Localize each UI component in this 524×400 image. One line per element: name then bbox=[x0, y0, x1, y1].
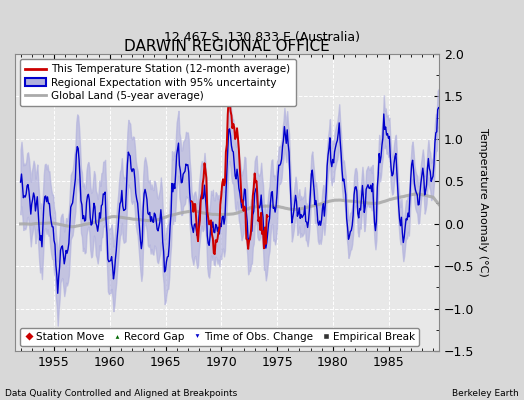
Text: 12.467 S, 130.833 E (Australia): 12.467 S, 130.833 E (Australia) bbox=[164, 31, 360, 44]
Text: Berkeley Earth: Berkeley Earth bbox=[452, 389, 519, 398]
Y-axis label: Temperature Anomaly (°C): Temperature Anomaly (°C) bbox=[478, 128, 488, 277]
Legend: Station Move, Record Gap, Time of Obs. Change, Empirical Break: Station Move, Record Gap, Time of Obs. C… bbox=[20, 328, 419, 346]
Text: Data Quality Controlled and Aligned at Breakpoints: Data Quality Controlled and Aligned at B… bbox=[5, 389, 237, 398]
Title: DARWIN REGIONAL OFFICE: DARWIN REGIONAL OFFICE bbox=[124, 39, 330, 54]
